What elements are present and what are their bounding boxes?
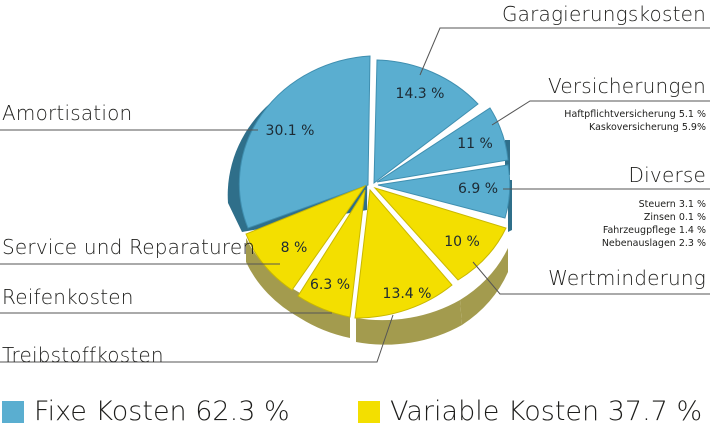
label-amortisation: Amortisation <box>2 101 133 125</box>
label-reifenkosten: Reifenkosten <box>2 285 134 309</box>
legend-swatch-variable <box>358 400 380 423</box>
detail-fahrzeugpflege: Fahrzeugpflege 1.4 % <box>602 225 706 236</box>
diverse-details: Steuern 3.1 % Zinsen 0.1 % Fahrzeugpfleg… <box>602 198 706 250</box>
slice-diverse <box>377 164 511 219</box>
detail-nebenauslagen: Nebenauslagen 2.3 % <box>601 238 706 249</box>
pct-versicherungen: 11 % <box>457 136 493 152</box>
legend-swatch-fixed <box>2 400 24 423</box>
label-service: Service und Reparaturen <box>2 235 256 259</box>
slice-reifen <box>297 189 366 318</box>
slice-amortisation <box>238 55 371 229</box>
detail-zinsen: Zinsen 0.1 % <box>643 212 706 223</box>
label-versicherungen: Versicherungen <box>548 74 706 98</box>
pct-reifen: 6.3 % <box>309 277 351 293</box>
pct-service: 8 % <box>280 240 308 256</box>
pct-wertminderung: 10 % <box>444 234 480 250</box>
pct-garagierung: 14.3 % <box>395 86 445 102</box>
slice-wertminderung <box>373 186 507 281</box>
detail-kasko: Kaskoversicherung 5.9% <box>589 122 706 133</box>
slice-treibstoff <box>354 188 453 319</box>
label-treibstoffkosten: Treibstoffkosten <box>2 343 164 367</box>
label-garagierungskosten: Garagierungskosten <box>501 2 706 26</box>
legend-label-fixed: Fixe Kosten 62.3 % <box>34 396 290 427</box>
legend-variable: Variable Kosten 37.7 % <box>358 396 702 427</box>
detail-haftpflicht: Haftpflichtversicherung 5.1 % <box>564 109 706 120</box>
versicherungen-details: Haftpflichtversicherung 5.1 % Kaskoversi… <box>564 108 706 134</box>
legend-fixed: Fixe Kosten 62.3 % <box>2 396 290 427</box>
pct-diverse: 6.9 % <box>457 181 499 197</box>
label-wertminderung: Wertminderung <box>548 266 706 290</box>
label-diverse: Diverse <box>628 163 706 187</box>
slice-versicherungen <box>376 107 509 183</box>
pct-amortisation: 30.1 % <box>265 123 315 139</box>
pct-treibstoff: 13.4 % <box>382 286 432 302</box>
slice-garagierung <box>373 59 479 185</box>
detail-steuern: Steuern 3.1 % <box>638 199 706 210</box>
legend-label-variable: Variable Kosten 37.7 % <box>390 396 703 427</box>
leader-lines <box>0 27 710 363</box>
